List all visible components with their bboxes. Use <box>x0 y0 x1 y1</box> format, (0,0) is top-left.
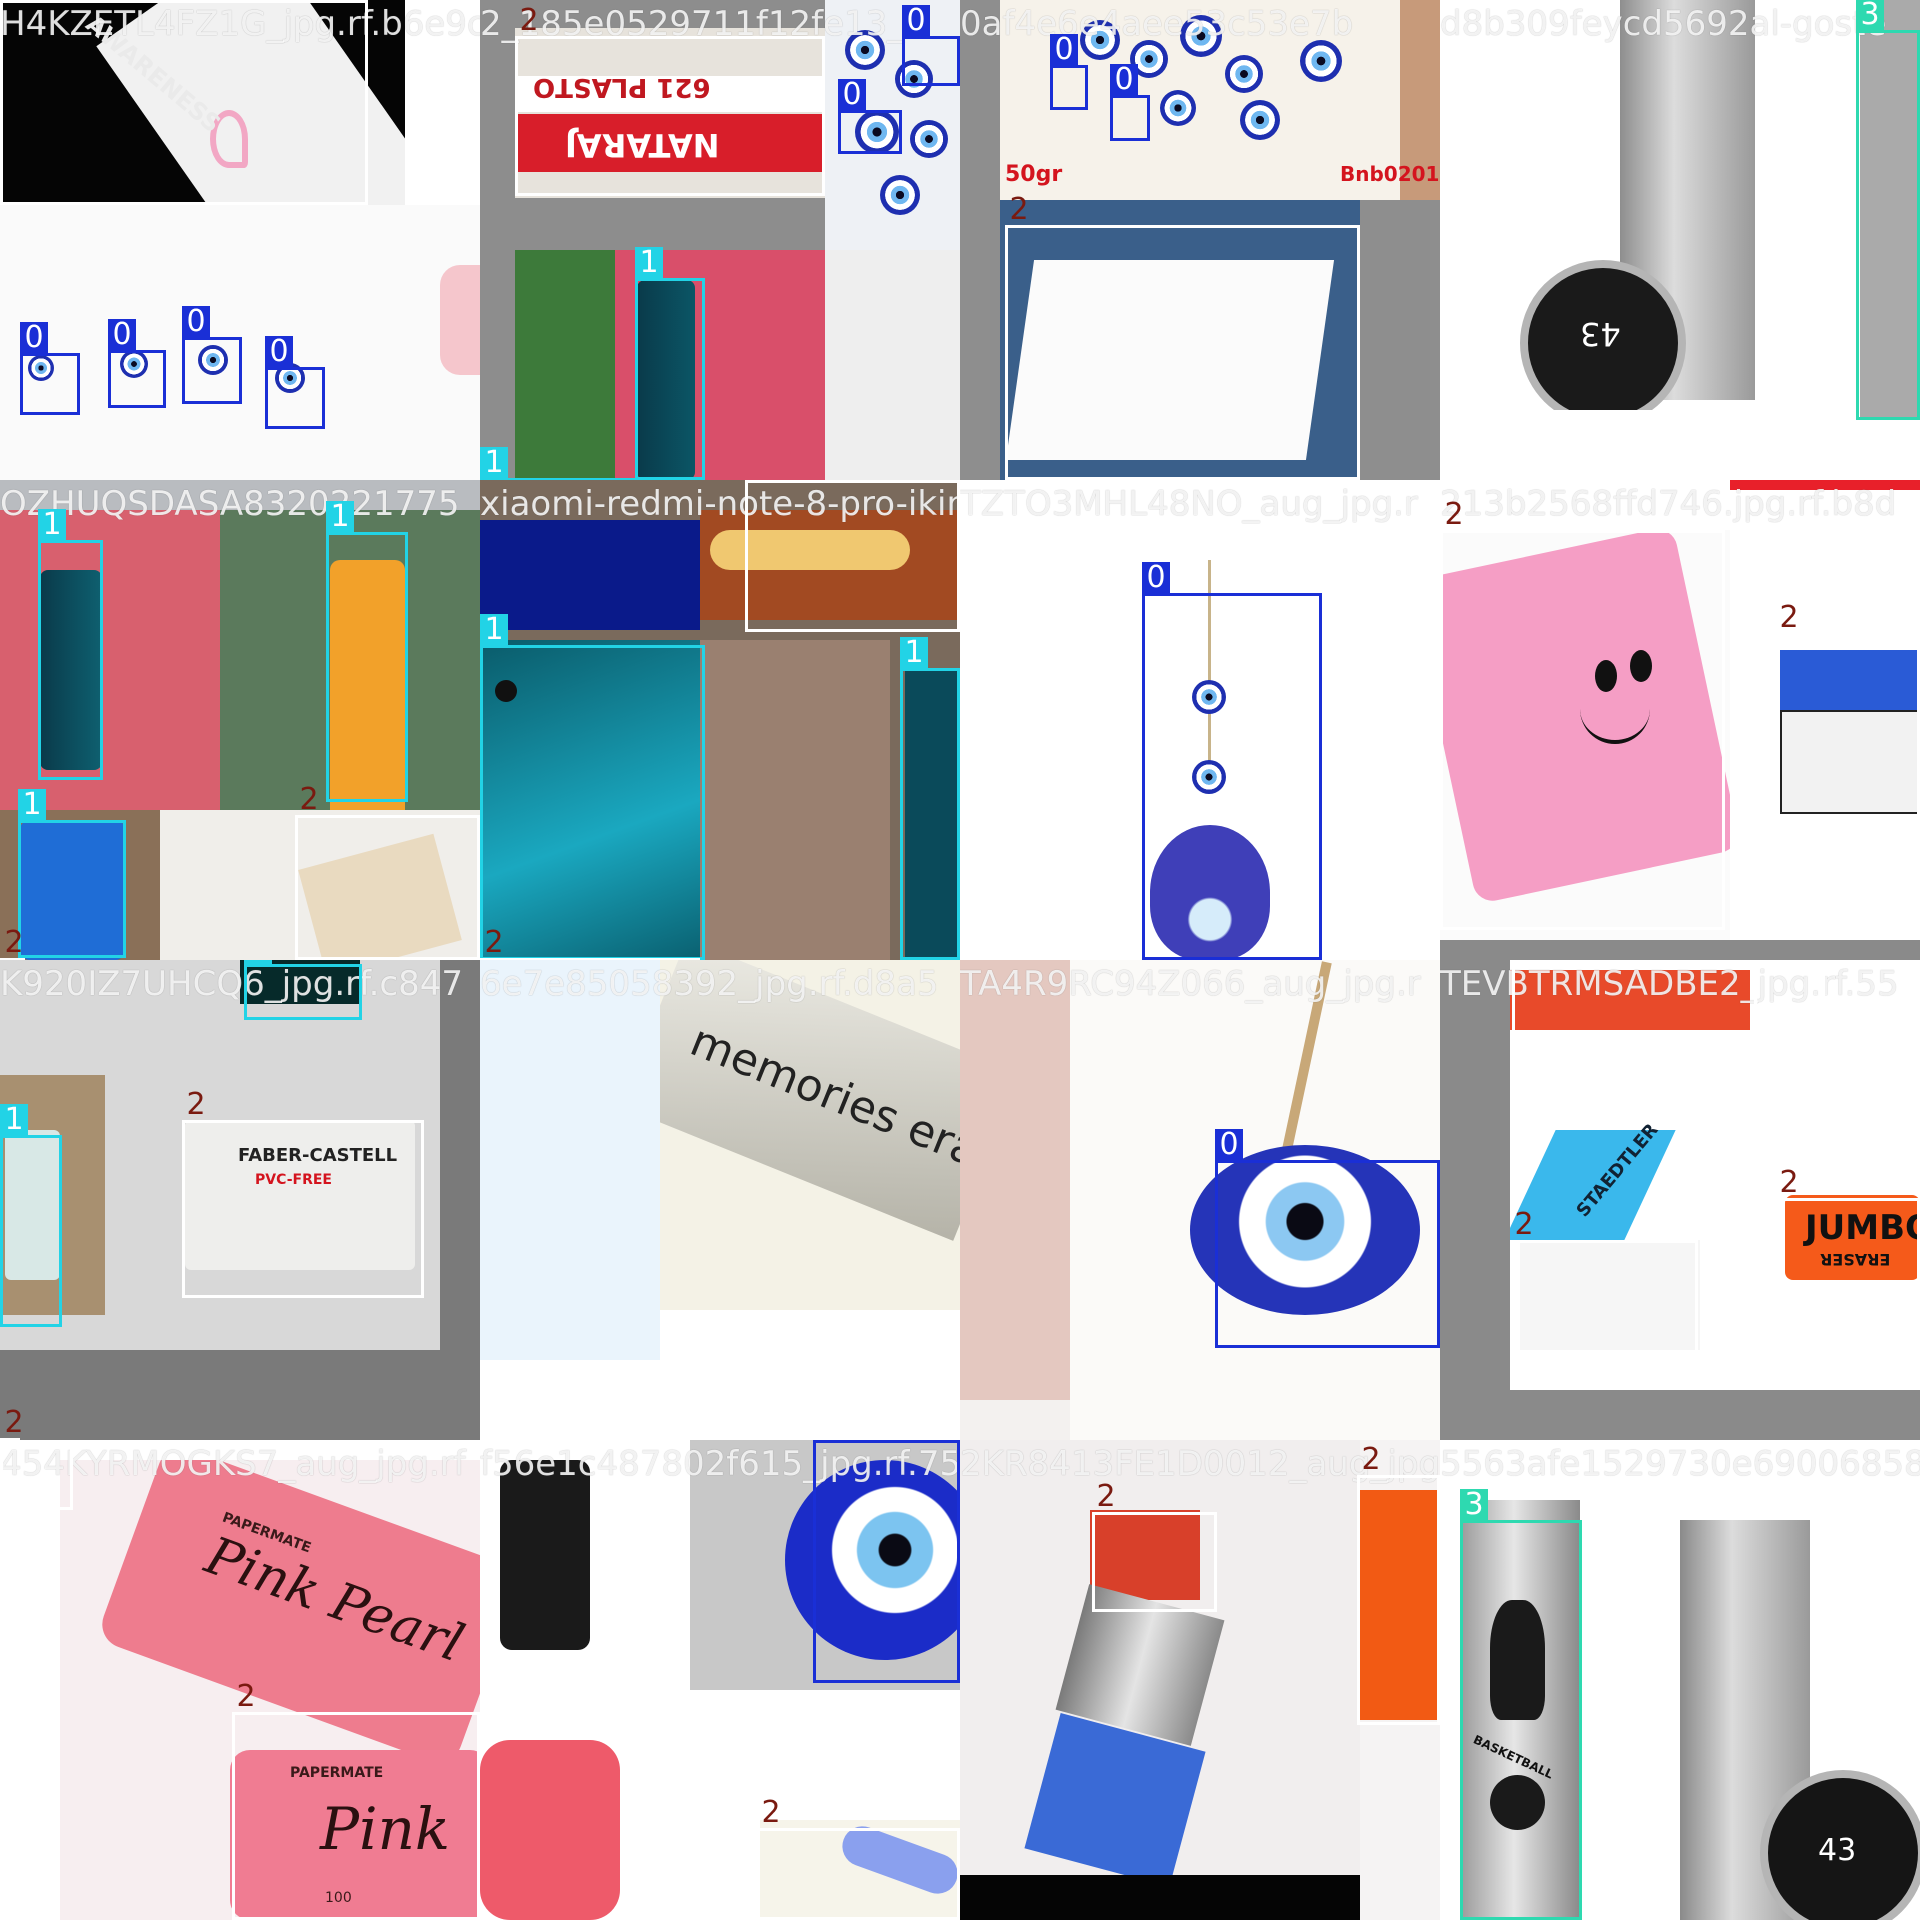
bbox-phone: 1 <box>635 278 705 480</box>
tile-xiaomi: xiaomi-redmi-note-8-pro-ikinci-el 1 1 1 … <box>480 480 960 960</box>
bbox-eraser: 2 <box>1440 530 1725 930</box>
bbox-eraser: 2 <box>0 0 368 205</box>
bbox-eraser: 2 <box>1357 1475 1440 1725</box>
bbox-evil-eye: 0 <box>813 1440 960 1683</box>
bbox-phone: 1 <box>244 964 362 1020</box>
tile-pendant: TA4R9RC94Z066_aug_jpg.r 0 <box>960 960 1440 1440</box>
tile-title: 213b2568ffd746.jpg.rf.b8d <box>1440 482 1920 526</box>
tile-title: 6e7e85058392_jpg.rf.d8a5 <box>480 962 960 1006</box>
bbox-eraser: 2 <box>1775 1198 1920 1318</box>
pencil-photo <box>960 1440 1360 1875</box>
bbox-eraser: 2 <box>0 1440 73 1510</box>
tile-beads-foam: 50gr Bnb0201 0af4e6e4aee53c53e7b 0 0 2 <box>960 0 1440 480</box>
bbox-eraser: 2 <box>1005 225 1360 480</box>
weight-label: 50gr <box>1005 162 1062 187</box>
white-space <box>825 250 960 480</box>
tile-thermos: 43 d8b309feycd5692al-goste 3 <box>1440 0 1920 480</box>
bbox-eraser: 2 <box>480 958 700 960</box>
tile-assorted-erasers: STAEDTLER JUMBO ERASER TEVBTRMSADBE2_jpg… <box>1440 960 1920 1440</box>
pale-blue-photo <box>480 960 660 1360</box>
bbox-evil-eye: 0 <box>1050 65 1088 110</box>
temperature-display: 43 <box>1580 315 1621 353</box>
bbox-eraser: 2 <box>295 815 480 960</box>
bbox-eraser: 2 <box>757 1828 960 1920</box>
tile-pink-eraser: 213b2568ffd746.jpg.rf.b8d 2 2 <box>1440 480 1920 960</box>
bbox-evil-eye: 0 <box>20 353 80 415</box>
bbox-evil-eye: 0 <box>1215 1160 1440 1348</box>
bbox-phone: 1 <box>38 540 103 780</box>
tile-memories: memories erase 6e7e85058392_jpg.rf.d8a5 <box>480 960 960 1440</box>
bbox-eraser: 2 <box>1092 1512 1217 1612</box>
dark-phone-photo <box>480 520 700 630</box>
thermos-photo: 43 <box>1500 0 1790 410</box>
tile-title: 0af4e6e4aee53c53e7b <box>960 2 1440 46</box>
bbox-eraser: 2 <box>1512 960 1757 1075</box>
tile-title: d8b309feycd5692al-goste <box>1440 2 1920 46</box>
tile-title: TA4R9RC94Z066_aug_jpg.r <box>960 962 1440 1006</box>
tile-awareness-beads: AWARENESS H4KZETL4FZ1G_jpg.rf.b6e9c 2 0 … <box>0 0 480 480</box>
bbox-phone: 1 <box>18 820 126 958</box>
bbox-eraser: 2 <box>1510 1240 1698 1385</box>
bbox-eraser: 2 <box>232 1712 480 1920</box>
memories-photo: memories erase <box>660 960 960 1310</box>
tile-pencil: 2KR8413FE1D0012_aug_jpg 2 2 <box>960 1440 1440 1920</box>
tile-faber-castell: FABER-CASTELL PVC-FREE K920IZ7UHCQ6_jpg.… <box>0 960 480 1440</box>
bbox-phone: 1 <box>0 1135 62 1327</box>
tile-title: OZHUQSDASA8320221775 <box>0 482 480 526</box>
bbox-eraser: 2 <box>0 958 25 960</box>
bbox-phone: 1 <box>900 668 960 960</box>
bbox-thermos: 3 <box>1856 30 1920 420</box>
tile-title: K920IZ7UHCQ6_jpg.rf.c847 <box>0 962 480 1006</box>
bbox-evil-eye: 0 <box>902 36 960 86</box>
bbox-evil-eye: 0 <box>182 337 242 404</box>
bbox-thermos: 3 <box>1460 1520 1582 1920</box>
bbox-evil-eye: 0 <box>1110 95 1150 141</box>
bbox-evil-eye: 0 <box>108 350 166 408</box>
tile-basketball-thermos: BASKETBALL 43 5563afe1529730e69006858 3 <box>1440 1440 1920 1920</box>
bbox-eraser: 2 <box>1775 633 1920 833</box>
bbox-evil-eye: 0 <box>838 110 902 154</box>
code-label: Bnb0201 <box>1340 162 1439 186</box>
black-strip <box>960 1875 1360 1920</box>
skin-photo <box>960 960 1070 1400</box>
pattern-photo <box>700 640 890 960</box>
bbox-evil-eye: 0 <box>265 367 325 429</box>
bbox-eraser: 2 <box>1822 960 1920 1025</box>
bbox-eraser: 2 <box>515 36 825 196</box>
tile-charm: TZTO3MHL48NO_aug_jpg.r 0 <box>960 480 1440 960</box>
tile-title: 5563afe1529730e69006858 <box>1440 1442 1920 1486</box>
bbox-phone: 1 <box>480 478 702 480</box>
bbox-eraser: 2 <box>745 480 960 632</box>
tile-pink-pearl: PAPERMATE Pink Pearl PAPERMATE Pink 100 … <box>0 1440 480 1920</box>
bbox-phone: 1 <box>326 532 408 802</box>
tile-nataraj: 621 PLASTO NATARAJ 2_185e0529711f12fe13_… <box>480 0 960 480</box>
tile-usb-eye: f56e1c487802f615_jpg.rf.754 0 2 <box>480 1440 960 1920</box>
grey-strip <box>1440 940 1920 960</box>
red-eraser-photo <box>480 1740 620 1920</box>
tile-title: TZTO3MHL48NO_aug_jpg.r <box>960 482 1440 526</box>
temperature-display: 43 <box>1818 1833 1856 1868</box>
bbox-evil-eye: 0 <box>1142 593 1322 960</box>
bbox-eraser: 2 <box>182 1120 424 1298</box>
tile-phones: OZHUQSDASA8320221775 1 1 1 2 2 <box>0 480 480 960</box>
bbox-phone: 1 <box>480 645 705 960</box>
